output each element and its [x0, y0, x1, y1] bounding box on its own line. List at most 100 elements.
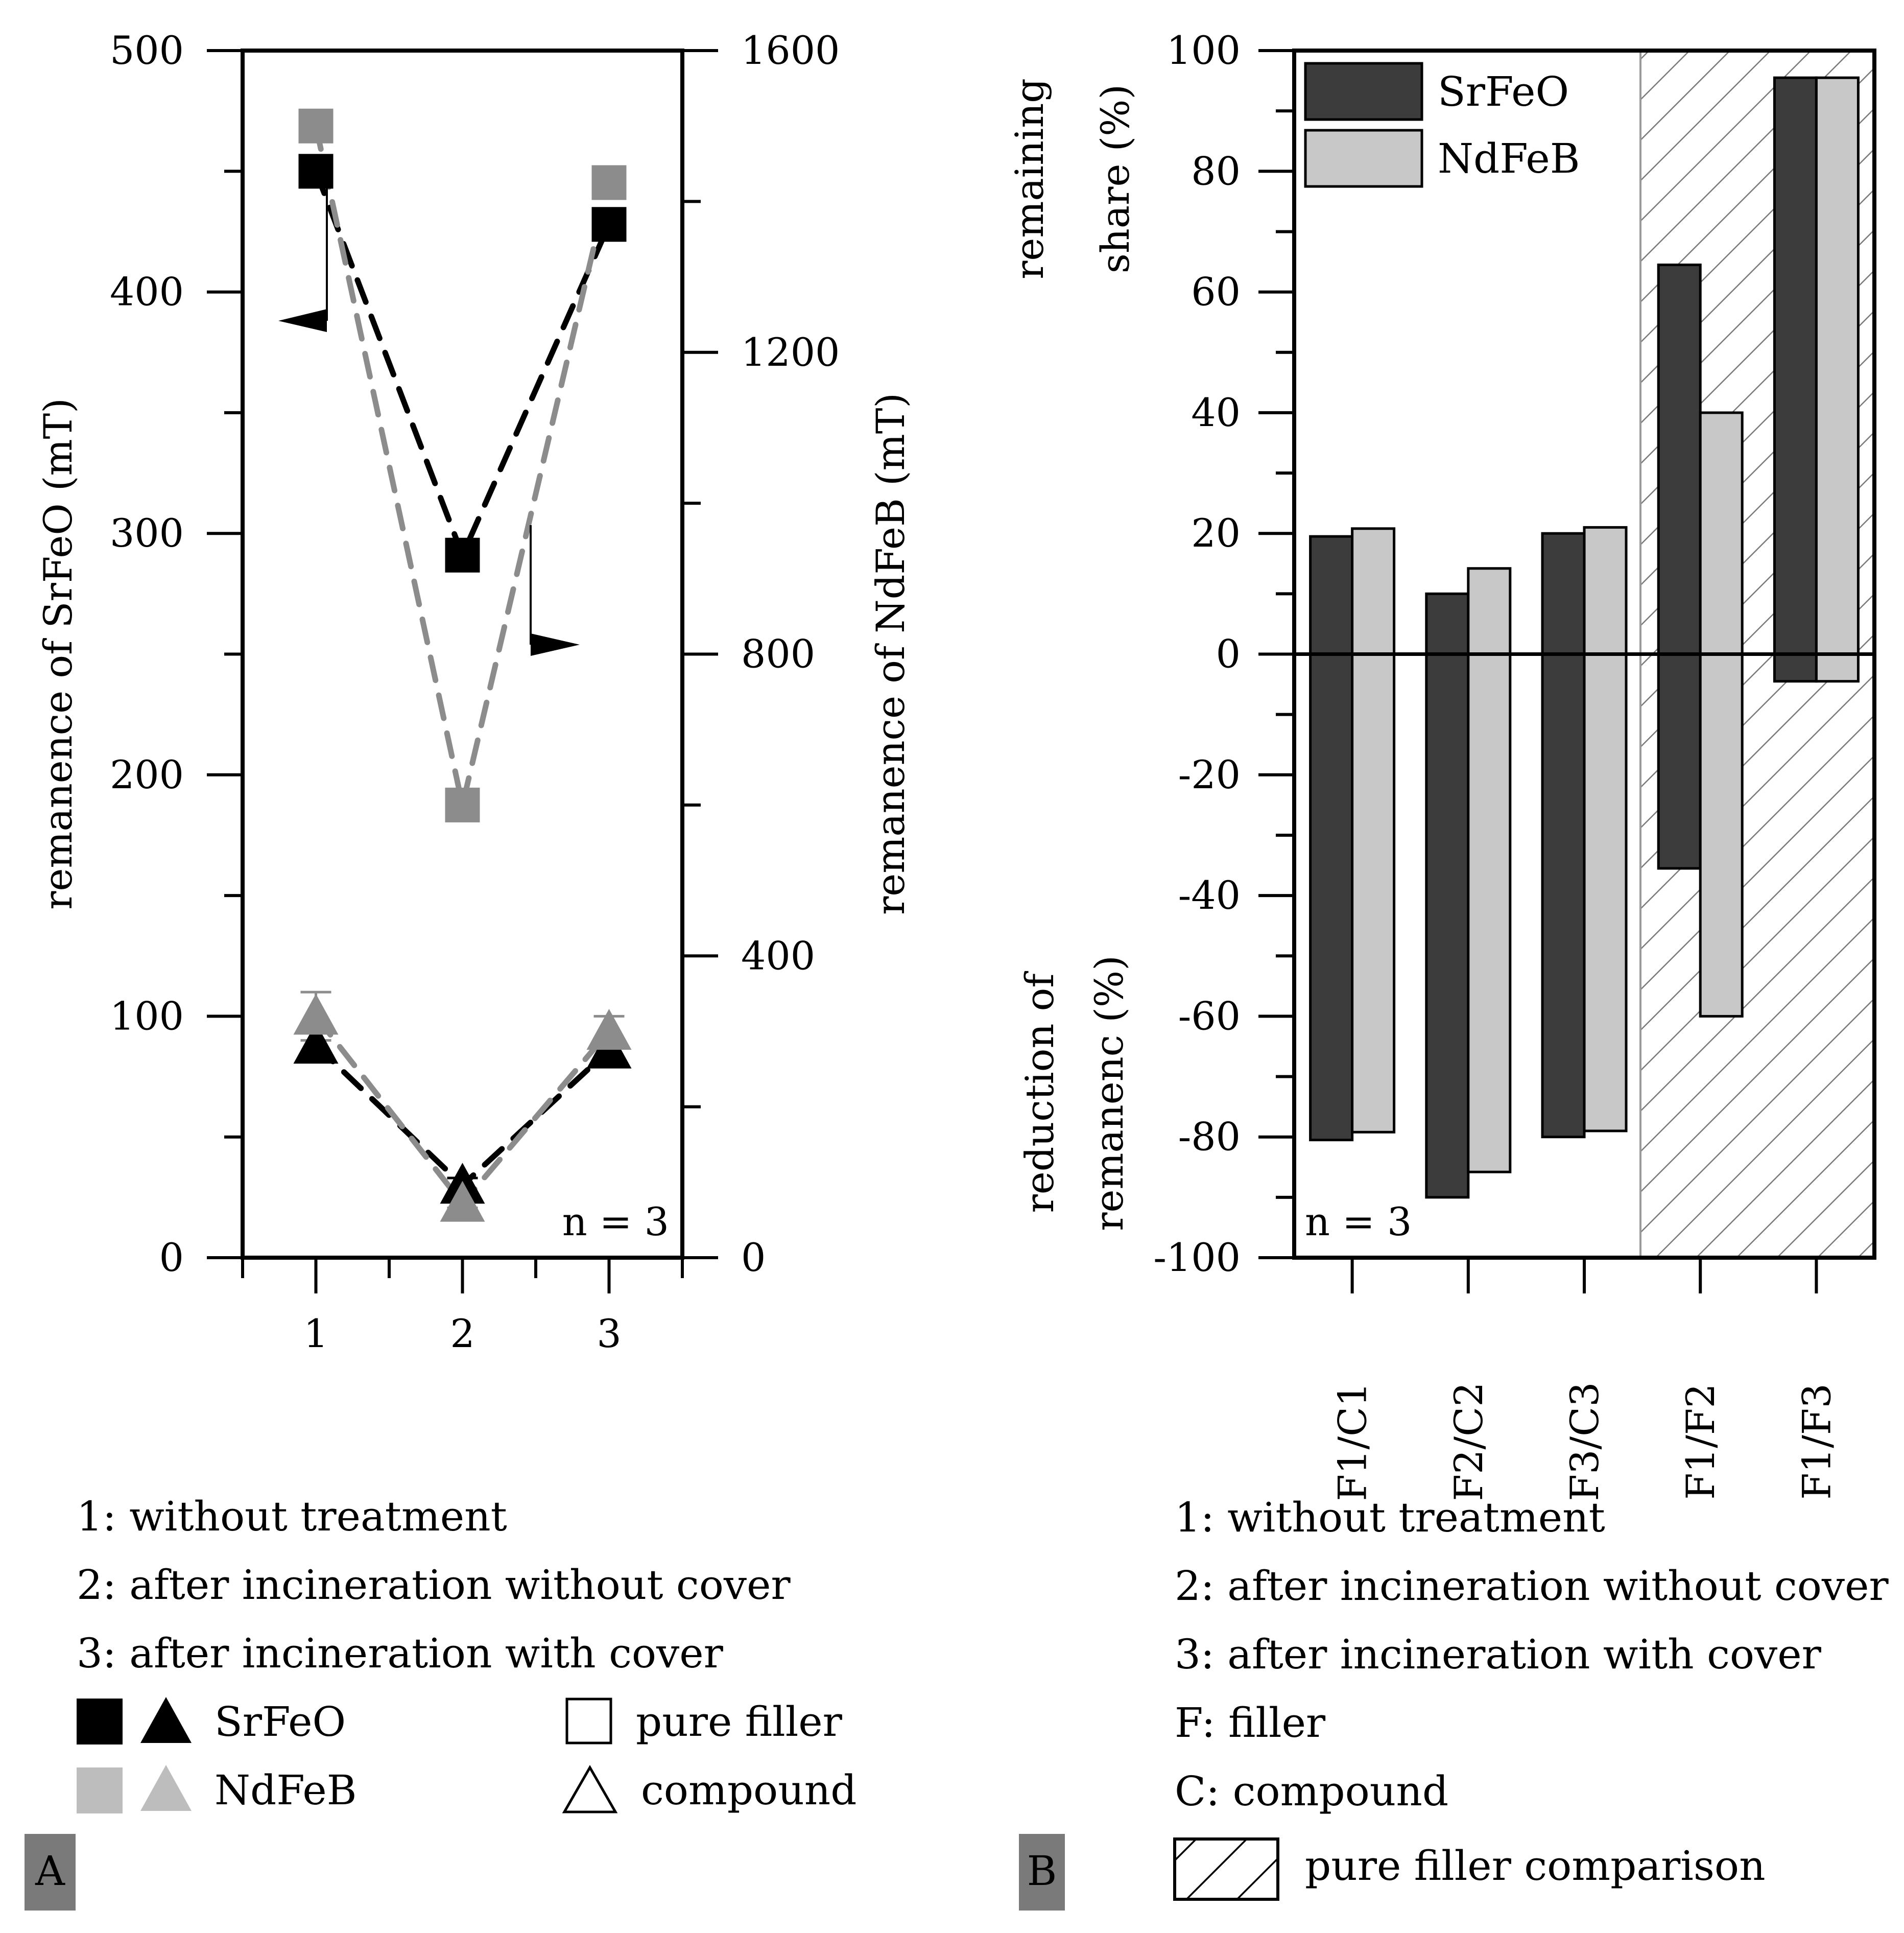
bar-srfeo-remaining — [1541, 532, 1586, 655]
panel-a-label-box — [25, 1834, 76, 1911]
y-axis-tick-label: -100 — [1153, 1235, 1241, 1280]
legend-a-line-1: 1: without treatment — [77, 1493, 507, 1540]
legend-hatch-swatch — [1173, 1837, 1279, 1901]
panel-b-label-box — [1019, 1834, 1065, 1911]
left-axis-tick-label: 200 — [110, 752, 184, 797]
legend-compound-label: compound — [641, 1766, 856, 1814]
x-axis-tick-label: 3 — [597, 1311, 621, 1356]
series-line-ndfeb-pure-filler — [313, 123, 612, 806]
panel-b-n-label: n = 3 — [1305, 1199, 1412, 1244]
bar-ndfeb-reduction — [1815, 653, 1860, 683]
bar-ndfeb-remaining — [1815, 76, 1860, 656]
data-point-triangle — [440, 1181, 485, 1222]
bar-ndfeb-reduction — [1467, 653, 1512, 1173]
panel-a-n-label: n = 3 — [562, 1199, 669, 1244]
y-axis-tick-label: -40 — [1178, 873, 1241, 918]
x-axis-tick-label: F1/F2 — [1678, 1383, 1723, 1500]
panel-a-plot-frame — [241, 49, 684, 1260]
y-axis-tick-label: 100 — [1167, 28, 1241, 73]
annotation-remaining-line-1: remaining — [1007, 78, 1052, 279]
y-axis-tick-label: 40 — [1191, 390, 1241, 435]
legend-ndfeb-triangle-marker — [140, 1765, 192, 1811]
data-point-square — [445, 537, 480, 573]
legend-b-ndfeb-swatch — [1304, 129, 1423, 188]
bar-srfeo-remaining — [1773, 76, 1818, 656]
data-point-square — [298, 108, 334, 144]
annotation-reduction-line-2: remanenc (%) — [1086, 955, 1132, 1231]
panel-b-chart: -100 -80 -60 -40 -20 0 20 40 60 80 100 F1/C1 F2/C2 F3… — [1007, 28, 1876, 1501]
bar-srfeo-remaining — [1657, 263, 1702, 655]
data-point-square — [298, 154, 334, 189]
x-axis-tick-label: 1 — [303, 1311, 328, 1356]
right-axis-tick-label: 800 — [741, 631, 815, 677]
legend-b-srfeo-label: SrFeO — [1438, 68, 1569, 115]
legend-b-srfeo-swatch — [1304, 62, 1423, 121]
x-axis-tick-label: F1/F3 — [1794, 1383, 1839, 1500]
data-point-triangle — [293, 1023, 339, 1064]
x-axis-tick-label: F3/C3 — [1562, 1382, 1607, 1501]
panel-b-plot-frame — [1292, 49, 1876, 1260]
legend-b-line-3: 3: after incineration with cover — [1175, 1631, 1822, 1678]
annotation-remaining-line-2: share (%) — [1092, 84, 1138, 273]
bar-srfeo-reduction — [1425, 653, 1470, 1199]
legend-ndfeb-label: NdFeB — [215, 1766, 356, 1814]
legend-a-line-3: 3: after incineration with cover — [77, 1630, 724, 1677]
legend-b-line-4: F: filler — [1175, 1699, 1326, 1747]
annotation-reduction-line-1: reduction of — [1017, 971, 1062, 1213]
bar-srfeo-reduction — [1773, 653, 1818, 683]
legend-ndfeb-square-marker — [77, 1767, 123, 1813]
x-axis-tick-label: F1/C1 — [1330, 1382, 1375, 1501]
panel-a-y-axis-title: remanence of SrFeO (mT) — [35, 398, 81, 910]
legend-pure-filler-label: pure filler — [636, 1698, 843, 1746]
data-point-square — [445, 787, 480, 822]
legend-pure-filler-marker — [565, 1698, 612, 1745]
panel-a-label: A — [35, 1847, 65, 1895]
bar-srfeo-reduction — [1309, 653, 1354, 1142]
panel-a-chart: 0 100 200 300 400 500 0 400 800 1200 1600 1 2 3 reman… — [35, 28, 913, 1356]
srfeo-axis-pointer — [278, 170, 328, 332]
bar-ndfeb-remaining — [1699, 411, 1744, 656]
bar-ndfeb-remaining — [1351, 527, 1396, 656]
y-axis-tick-label: -60 — [1178, 993, 1241, 1039]
left-axis-tick-label: 100 — [110, 993, 184, 1039]
bar-srfeo-reduction — [1657, 653, 1702, 870]
left-axis-tick-label: 500 — [110, 28, 184, 73]
legend-a-line-2: 2: after incineration without cover — [77, 1561, 791, 1609]
data-point-triangle — [293, 994, 339, 1035]
data-point-square — [591, 207, 627, 242]
bar-srfeo-reduction — [1541, 653, 1586, 1139]
y-axis-tick-label: -80 — [1178, 1114, 1241, 1160]
bar-ndfeb-reduction — [1351, 653, 1396, 1134]
y-axis-tick-label: 0 — [1216, 631, 1241, 677]
panel-b-label: B — [1027, 1847, 1057, 1895]
bar-ndfeb-remaining — [1583, 526, 1628, 656]
data-point-square — [591, 165, 627, 200]
right-axis-tick-label: 0 — [741, 1235, 766, 1280]
left-axis-tick-label: 400 — [110, 269, 184, 315]
legend-b-line-1: 1: without treatment — [1175, 1494, 1605, 1541]
y-axis-tick-label: 60 — [1191, 269, 1241, 315]
legend-hatch-label: pure filler comparison — [1305, 1842, 1766, 1890]
x-axis-tick-label: F2/C2 — [1446, 1382, 1491, 1501]
panel-a-y2-axis-title: remanence of NdFeB (mT) — [868, 393, 913, 915]
bar-ndfeb-reduction — [1699, 653, 1744, 1018]
right-axis-tick-label: 1600 — [741, 28, 840, 73]
panel-a-legend: 1: without treatment 2: after incinerati… — [25, 1493, 856, 1911]
right-axis-tick-label: 1200 — [741, 329, 840, 375]
legend-b-ndfeb-label: NdFeB — [1438, 135, 1580, 182]
y-axis-tick-label: 80 — [1191, 148, 1241, 194]
bar-srfeo-remaining — [1309, 535, 1354, 656]
legend-compound-marker — [562, 1764, 618, 1813]
legend-srfeo-triangle-marker — [140, 1697, 192, 1743]
legend-srfeo-label: SrFeO — [215, 1698, 346, 1746]
legend-b-line-5: C: compound — [1175, 1767, 1448, 1815]
data-point-triangle — [586, 1008, 632, 1050]
legend-srfeo-square-marker — [77, 1699, 123, 1745]
panel-b-legend: 1: without treatment 2: after incinerati… — [1019, 1494, 1889, 1911]
bar-ndfeb-remaining — [1467, 567, 1512, 656]
bar-ndfeb-reduction — [1583, 653, 1628, 1133]
bar-srfeo-remaining — [1425, 592, 1470, 655]
x-axis-tick-label: 2 — [450, 1311, 474, 1356]
ndfeb-axis-pointer — [530, 525, 580, 656]
